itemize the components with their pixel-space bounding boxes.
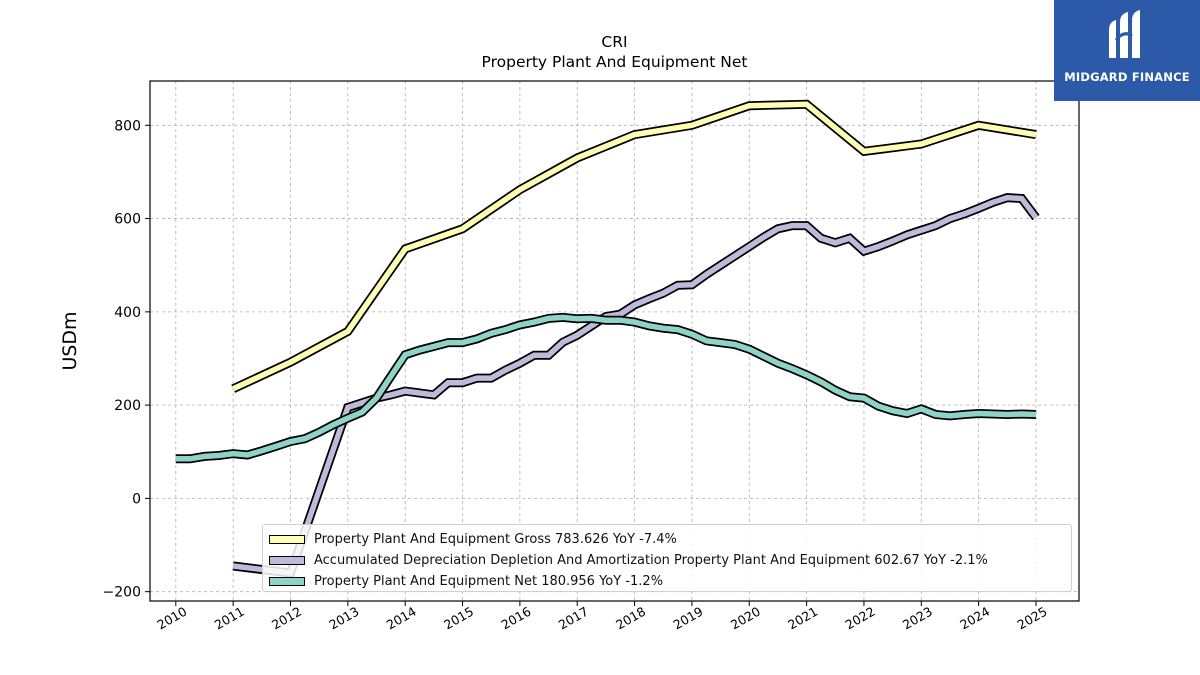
legend-item-depreciation: Accumulated Depreciation Depletion And A… — [269, 550, 1065, 571]
y-tick-label: 0 — [132, 491, 141, 507]
x-tick-label: 2016 — [498, 604, 533, 633]
brand-logo: MIDGARD FINANCE — [1054, 0, 1200, 101]
legend-label-net: Property Plant And Equipment Net 180.956… — [314, 574, 664, 589]
chart-subtitle: Property Plant And Equipment Net — [482, 53, 748, 71]
x-tick-label: 2022 — [843, 604, 878, 633]
legend-label-depreciation: Accumulated Depreciation Depletion And A… — [314, 553, 988, 568]
x-tick-label: 2024 — [957, 604, 992, 633]
series-outline-depreciation — [232, 193, 1040, 578]
legend-item-net: Property Plant And Equipment Net 180.956… — [269, 571, 1065, 592]
y-tick-label: 600 — [114, 212, 141, 228]
legend-label-gross: Property Plant And Equipment Gross 783.6… — [314, 532, 677, 547]
x-tick-label: 2021 — [785, 604, 820, 633]
grid — [150, 81, 1079, 601]
x-tick-label: 2019 — [670, 604, 705, 633]
x-tick-label: 2020 — [728, 604, 763, 633]
x-tick-label: 2023 — [900, 604, 935, 633]
legend-item-gross: Property Plant And Equipment Gross 783.6… — [269, 529, 1065, 550]
y-tick-label: 200 — [114, 398, 141, 414]
chart-title: CRI — [601, 33, 627, 51]
y-tick-label: 400 — [114, 305, 141, 321]
brand-name: MIDGARD FINANCE — [1064, 70, 1190, 84]
series-layer — [175, 99, 1040, 578]
x-tick-label: 2017 — [556, 604, 591, 633]
y-tick-label: −200 — [103, 585, 141, 601]
x-tick-label: 2012 — [269, 604, 304, 633]
legend: Property Plant And Equipment Gross 783.6… — [262, 524, 1072, 592]
x-tick-label: 2011 — [212, 604, 247, 633]
legend-swatch-net — [269, 577, 305, 586]
y-axis-label: USDm — [59, 311, 81, 370]
plot-frame — [149, 80, 1080, 602]
midgard-logo-icon — [1109, 10, 1140, 58]
x-tick-label: 2014 — [384, 604, 419, 633]
x-tick-label: 2010 — [154, 604, 189, 633]
y-tick-label: 800 — [114, 118, 141, 134]
legend-swatch-depreciation — [269, 556, 305, 565]
legend-swatch-gross — [269, 535, 305, 544]
x-tick-label: 2013 — [326, 604, 361, 633]
x-tick-label: 2018 — [613, 604, 648, 633]
series-line-gross — [232, 101, 1037, 392]
series-line-depreciation — [232, 194, 1039, 576]
x-tick-label: 2015 — [441, 604, 476, 633]
series-line-net — [175, 314, 1037, 462]
x-tick-label: 2025 — [1015, 604, 1050, 633]
